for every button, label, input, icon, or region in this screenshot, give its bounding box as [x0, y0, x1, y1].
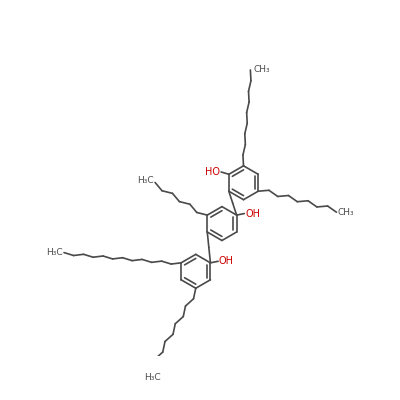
Text: OH: OH: [245, 208, 260, 218]
Text: HO: HO: [205, 167, 220, 177]
Text: CH₃: CH₃: [254, 65, 270, 74]
Text: OH: OH: [219, 256, 234, 266]
Text: CH₃: CH₃: [338, 208, 355, 217]
Text: H₃C: H₃C: [137, 176, 154, 186]
Text: H₃C: H₃C: [46, 248, 62, 257]
Text: H₃C: H₃C: [144, 373, 161, 382]
